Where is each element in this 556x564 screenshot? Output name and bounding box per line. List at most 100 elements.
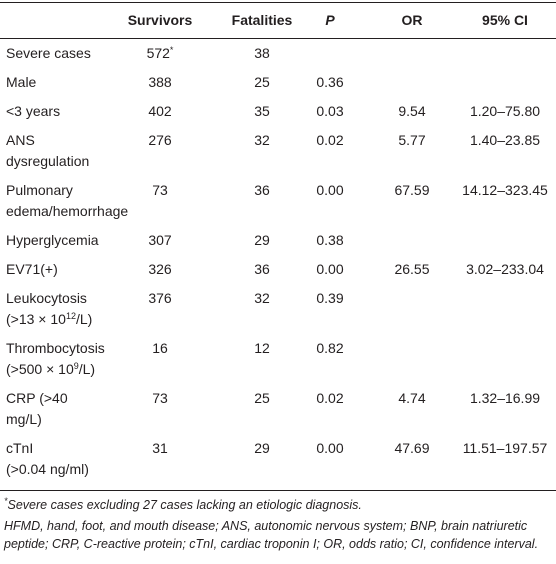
- table-cell: 29: [202, 438, 322, 459]
- column-header: P: [270, 10, 390, 31]
- text: 0.38: [316, 232, 344, 248]
- label-line: Male: [6, 72, 36, 93]
- table-cell: 73: [100, 388, 220, 409]
- text: 0.39: [316, 290, 344, 306]
- column-header: Fatalities: [202, 10, 322, 31]
- text: 29: [254, 232, 270, 248]
- label-line: Thrombocytosis: [6, 338, 105, 359]
- table-cell: 572*: [100, 43, 220, 64]
- text: CRP (>40: [6, 390, 68, 406]
- column-header: OR: [352, 10, 472, 31]
- table-rule: [0, 490, 556, 491]
- table-rule: [0, 38, 556, 39]
- table-cell: 0.36: [270, 72, 390, 93]
- text: 326: [148, 261, 172, 277]
- row-label: Male: [6, 72, 36, 93]
- text: 0.03: [316, 103, 344, 119]
- table-cell: 11.51–197.57: [445, 438, 556, 459]
- table-cell: 4.74: [352, 388, 472, 409]
- text: 32: [254, 290, 270, 306]
- table-cell: 0.82: [270, 338, 390, 359]
- text: 36: [254, 182, 270, 198]
- superscript: 12: [65, 311, 76, 321]
- row-label: <3 years: [6, 101, 60, 122]
- table-cell: 3.02–233.04: [445, 259, 556, 280]
- label-line: Hyperglycemia: [6, 230, 99, 251]
- table-cell: 25: [202, 72, 322, 93]
- text: 402: [148, 103, 172, 119]
- table-cell: 276: [100, 130, 220, 151]
- table-rule: [0, 2, 556, 3]
- text: (>500 × 10: [6, 361, 74, 377]
- text: 9.54: [398, 103, 426, 119]
- text: 67.59: [394, 182, 430, 198]
- text: 1.40–23.85: [469, 132, 541, 148]
- table-cell: 9.54: [352, 101, 472, 122]
- text: HFMD, hand, foot, and mouth disease; ANS…: [4, 519, 539, 551]
- label-line: EV71(+): [6, 259, 58, 280]
- text: 0.02: [316, 132, 344, 148]
- text: Severe cases excluding 27 cases lacking …: [7, 498, 362, 512]
- table-cell: 32: [202, 130, 322, 151]
- table-cell: 307: [100, 230, 220, 251]
- table-cell: 25: [202, 388, 322, 409]
- table-cell: 26.55: [352, 259, 472, 280]
- text: 29: [254, 440, 270, 456]
- table-cell: 0.38: [270, 230, 390, 251]
- text: 95% CI: [482, 12, 528, 28]
- table-cell: 67.59: [352, 180, 472, 201]
- label-line: <3 years: [6, 101, 60, 122]
- table-cell: 73: [100, 180, 220, 201]
- text: /L): [78, 361, 96, 377]
- table-cell: 36: [202, 259, 322, 280]
- row-label: Leukocytosis (>13 × 1012/L): [6, 288, 92, 330]
- text: Fatalities: [231, 12, 293, 28]
- text: 276: [148, 132, 172, 148]
- text: 5.77: [398, 132, 426, 148]
- table-cell: 47.69: [352, 438, 472, 459]
- table-cell: 0.02: [270, 130, 390, 151]
- text: mg/L): [6, 411, 42, 427]
- superscript: *: [169, 45, 174, 55]
- row-label: cTnI (>0.04 ng/ml): [6, 438, 89, 480]
- table-cell: 402: [100, 101, 220, 122]
- table-cell: 1.20–75.80: [445, 101, 556, 122]
- text: P: [325, 12, 335, 28]
- row-label: Hyperglycemia: [6, 230, 99, 251]
- text: 12: [254, 340, 270, 356]
- table-cell: 0.03: [270, 101, 390, 122]
- label-line: Pulmonary: [6, 180, 128, 201]
- text: edema/hemorrhage: [6, 203, 129, 219]
- text: Male: [6, 74, 37, 90]
- row-label: ANS dysregulation: [6, 130, 89, 172]
- text: cTnI: [6, 440, 34, 456]
- text: 31: [152, 440, 168, 456]
- text: 25: [254, 390, 270, 406]
- table-cell: 12: [202, 338, 322, 359]
- table-cell: 1.32–16.99: [445, 388, 556, 409]
- text: 73: [152, 390, 168, 406]
- text: Leukocytosis: [6, 290, 87, 306]
- text: 14.12–323.45: [462, 182, 548, 198]
- text: 47.69: [394, 440, 430, 456]
- table-cell: 376: [100, 288, 220, 309]
- text: 1.32–16.99: [469, 390, 541, 406]
- table-cell: 32: [202, 288, 322, 309]
- text: /L): [75, 311, 93, 327]
- table-cell: 31: [100, 438, 220, 459]
- table-cell: 0.00: [270, 180, 390, 201]
- label-line: Severe cases: [6, 43, 91, 64]
- text: 0.00: [316, 261, 344, 277]
- label-line: (>0.04 ng/ml): [6, 459, 89, 480]
- text: EV71(+): [6, 261, 58, 277]
- text: 0.00: [316, 182, 344, 198]
- text: 3.02–233.04: [466, 261, 544, 277]
- superscript: *: [4, 496, 8, 506]
- text: 35: [254, 103, 270, 119]
- table-cell: 326: [100, 259, 220, 280]
- table-cell: 16: [100, 338, 220, 359]
- label-line: (>13 × 1012/L): [6, 309, 92, 330]
- label-line: cTnI: [6, 438, 89, 459]
- table-cell: 0.02: [270, 388, 390, 409]
